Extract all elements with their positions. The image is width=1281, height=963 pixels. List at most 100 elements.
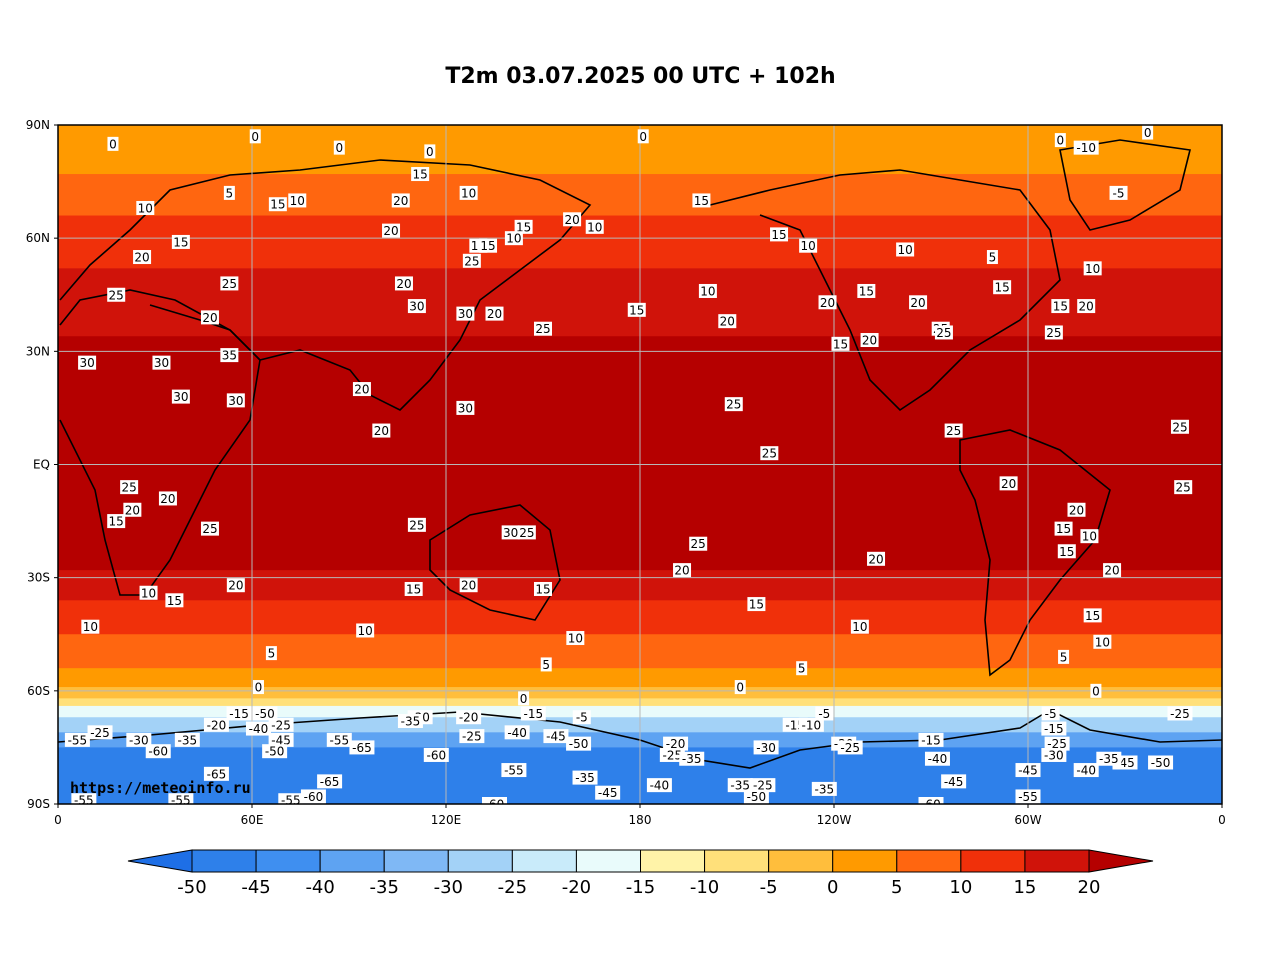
isotherm-value: -30 <box>756 741 776 755</box>
isotherm-label: 20 <box>382 223 401 238</box>
isotherm-label: 25 <box>689 536 708 551</box>
isotherm-value: 15 <box>771 228 786 242</box>
isotherm-value: 25 <box>409 518 424 532</box>
isotherm-label: 5 <box>986 250 998 265</box>
isotherm-label: 25 <box>220 276 239 291</box>
isotherm-label: 20 <box>200 310 219 325</box>
isotherm-label: -40 <box>924 751 950 766</box>
isotherm-value: -35 <box>1099 752 1119 766</box>
isotherm-label: 5 <box>540 657 552 672</box>
isotherm-value: -15 <box>523 707 543 721</box>
isotherm-value: -45 <box>598 786 618 800</box>
isotherm-label: 20 <box>999 476 1018 491</box>
isotherm-value: 20 <box>134 251 149 265</box>
latitude-tick-label: 90S <box>27 797 50 811</box>
isotherm-label: 10 <box>81 619 100 634</box>
isotherm-label: 15 <box>1057 544 1076 559</box>
colorbar-segment <box>511 849 577 873</box>
isotherm-label: 0 <box>1090 683 1102 698</box>
colorbar-label: -20 <box>562 877 591 898</box>
isotherm-label: -50 <box>1148 755 1174 770</box>
isotherm-value: 10 <box>290 194 305 208</box>
isotherm-label: 20 <box>226 578 245 593</box>
isotherm-label: 25 <box>517 525 536 540</box>
isotherm-label: 15 <box>165 593 184 608</box>
isotherm-value: 15 <box>1056 522 1071 536</box>
isotherm-label: 10 <box>1093 634 1112 649</box>
isotherm-label: -40 <box>1073 763 1099 778</box>
isotherm-value: 20 <box>487 307 502 321</box>
isotherm-value: -35 <box>682 752 702 766</box>
isotherm-label: 15 <box>514 219 533 234</box>
isotherm-value: 20 <box>160 492 175 506</box>
isotherm-value: -20 <box>666 737 686 751</box>
isotherm-label: 15 <box>857 283 876 298</box>
latitude-axis: 90N 60N 30N EQ 30S 60S 90S <box>26 118 58 811</box>
isotherm-value: -40 <box>650 779 670 793</box>
isotherm-value: 10 <box>1095 635 1110 649</box>
isotherm-label: -65 <box>317 774 343 789</box>
isotherm-value: -50 <box>569 737 589 751</box>
isotherm-value: -55 <box>74 794 94 808</box>
isotherm-value: 15 <box>1053 300 1068 314</box>
isotherm-label: -65 <box>349 740 375 755</box>
isotherm-value: 25 <box>519 526 534 540</box>
isotherm-value: 10 <box>461 186 476 200</box>
isotherm-value: 35 <box>222 349 237 363</box>
isotherm-value: 10 <box>138 201 153 215</box>
isotherm-value: 20 <box>1069 503 1084 517</box>
isotherm-value: -25 <box>462 730 482 744</box>
isotherm-value: -30 <box>129 733 149 747</box>
isotherm-label: -15 <box>1041 721 1067 736</box>
isotherm-label: -30 <box>753 740 779 755</box>
isotherm-value: 10 <box>897 243 912 257</box>
latitude-tick-label: EQ <box>33 458 50 472</box>
colorbar-label: -50 <box>177 877 206 898</box>
isotherm-label: 25 <box>760 446 779 461</box>
isotherm-label: 25 <box>462 253 481 268</box>
isotherm-label: 20 <box>158 491 177 506</box>
isotherm-value: 20 <box>393 194 408 208</box>
isotherm-label: 30 <box>152 355 171 370</box>
isotherm-label: 20 <box>673 563 692 578</box>
isotherm-label: 15 <box>479 238 498 253</box>
isotherm-value: 20 <box>228 579 243 593</box>
isotherm-label: -35 <box>397 714 423 729</box>
eurasia-coast <box>59 159 592 411</box>
latitude-tick-label: 90N <box>26 118 50 132</box>
isotherm-label: 30 <box>456 306 475 321</box>
isotherm-label: 20 <box>818 295 837 310</box>
longitude-tick-label: 180 <box>629 813 652 827</box>
isotherm-value: 15 <box>173 235 188 249</box>
isotherm-label: 20 <box>909 295 928 310</box>
isotherm-label: 15 <box>268 197 287 212</box>
isotherm-label: 15 <box>171 234 190 249</box>
isotherm-value: 30 <box>458 307 473 321</box>
colorbar-extend-low <box>127 849 193 873</box>
isotherm-label: -20 <box>456 710 482 725</box>
isotherm-label: -5 <box>815 706 834 721</box>
isotherm-label: -25 <box>750 778 776 793</box>
isotherm-label: 30 <box>501 525 520 540</box>
isotherm-value: 15 <box>859 284 874 298</box>
isotherm-value: 10 <box>700 284 715 298</box>
isotherm-label: 20 <box>391 193 410 208</box>
isotherm-label: -20 <box>203 717 229 732</box>
isotherm-value: -20 <box>207 718 227 732</box>
isotherm-value: -60 <box>304 790 324 804</box>
isotherm-label: -15 <box>918 732 944 747</box>
isotherm-value: -35 <box>178 733 198 747</box>
isotherm-value: 20 <box>1079 300 1094 314</box>
isotherm-value: 15 <box>833 337 848 351</box>
isotherm-label: 5 <box>265 646 277 661</box>
isotherm-value: -45 <box>944 775 964 789</box>
isotherm-value: 0 <box>251 130 259 144</box>
colorbar-segment <box>319 849 385 873</box>
isotherm-label: -25 <box>268 717 294 732</box>
graticule <box>58 125 1222 804</box>
isotherm-value: 0 <box>1092 684 1100 698</box>
isotherm-label: 15 <box>404 581 423 596</box>
isotherm-value: 20 <box>461 579 476 593</box>
isotherm-value: 5 <box>542 658 550 672</box>
